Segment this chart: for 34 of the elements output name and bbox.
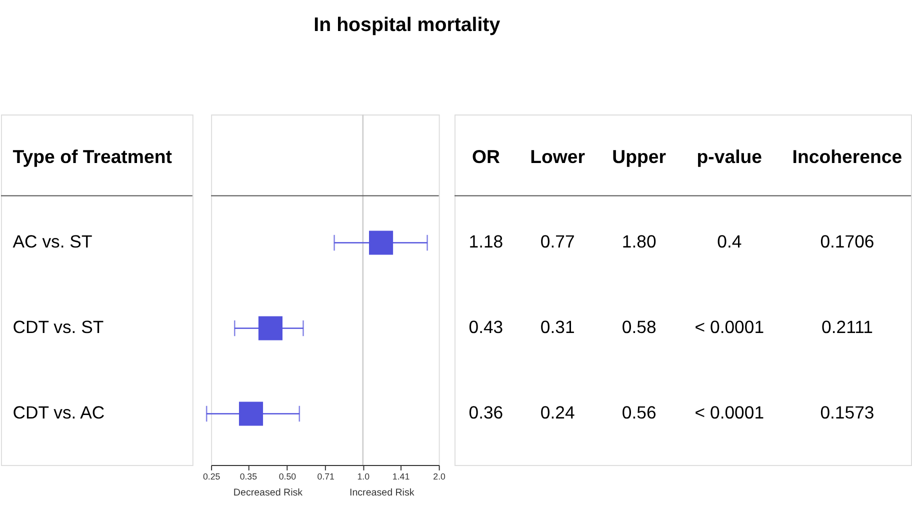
text: 0.4	[717, 232, 742, 252]
text: 0.31	[540, 317, 575, 338]
text: Incoherence	[792, 146, 902, 168]
y-tick-label: CDT vs. AC	[12, 402, 105, 423]
text: 0.1573	[820, 402, 874, 423]
text: p-value	[696, 146, 762, 168]
y-axis-title: Type of Treatment	[12, 146, 172, 168]
x-tick-label: 0.71	[317, 471, 335, 482]
text: 1.80	[622, 232, 656, 252]
text: 0.56	[622, 402, 656, 423]
data-label: 1.18	[468, 232, 504, 252]
text: 0.24	[540, 402, 575, 423]
x-tick-label: 0.35	[240, 471, 258, 482]
chart-title: In hospital mortality	[314, 14, 500, 36]
text: Upper	[612, 146, 666, 168]
x-tick-label: 0.25	[202, 471, 220, 482]
data-label: 0.43	[468, 317, 504, 338]
x-tick-label: 1.0	[357, 471, 370, 482]
text: < 0.0001	[694, 402, 764, 423]
x-tick-label: 0.50	[278, 471, 296, 482]
text: 0.58	[622, 317, 656, 338]
text: Increased Risk	[349, 487, 414, 498]
text: < 0.0001	[694, 317, 764, 338]
text: Lower	[530, 146, 586, 168]
text: OR	[472, 146, 500, 168]
text: 0.1706	[820, 232, 874, 252]
x-tick-label: 1.41	[392, 471, 410, 482]
y-tick-label: CDT vs. ST	[12, 317, 104, 338]
data-label: 0.36	[468, 402, 504, 423]
y-tick-label: AC vs. ST	[12, 232, 92, 252]
text: 0.2111	[822, 317, 873, 338]
text: Decreased Risk	[233, 487, 303, 498]
x-tick-label: 2.0	[433, 471, 446, 482]
text: 0.77	[540, 232, 575, 252]
